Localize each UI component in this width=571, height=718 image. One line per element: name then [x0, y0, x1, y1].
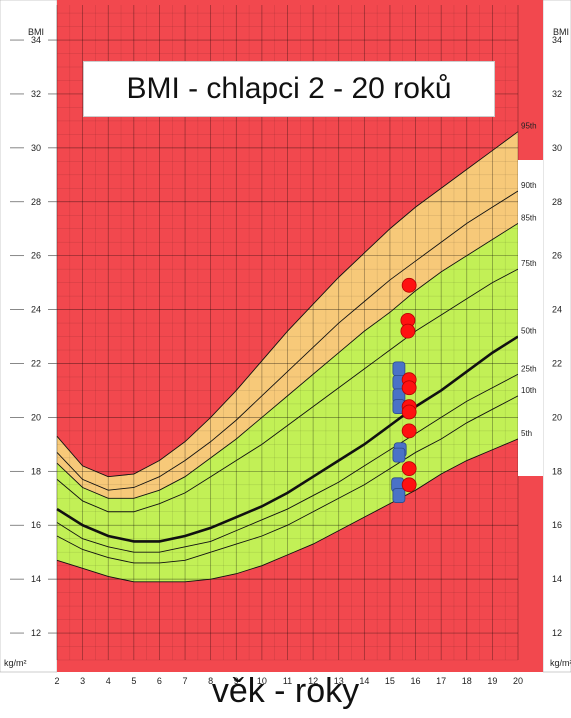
- y-tick-label-left: 24: [31, 305, 41, 315]
- x-axis-strip: [57, 672, 543, 682]
- red-data-point: [400, 323, 416, 339]
- y-tick-label-left: 20: [31, 412, 41, 422]
- percentile-label-85th: 85th: [521, 213, 537, 222]
- percentile-curve-85th: [56, 222, 519, 499]
- left-margin-strip: [0, 0, 58, 673]
- x-tick-label: 15: [385, 676, 395, 686]
- y-tick-label-left: 30: [31, 143, 41, 153]
- percentile-label-75th: 75th: [521, 259, 537, 268]
- red-data-point: [401, 423, 417, 439]
- percentile-label-5th: 5th: [521, 429, 532, 438]
- x-tick-label: 19: [487, 676, 497, 686]
- y-tick-label-right: 22: [552, 358, 562, 368]
- y-tick-label-left: 16: [31, 520, 41, 530]
- x-tick-label: 2: [54, 676, 59, 686]
- percentile-curve-10th: [56, 395, 519, 564]
- y-tick-label-right: 32: [552, 89, 562, 99]
- y-tick-label-left: 28: [31, 197, 41, 207]
- x-tick-label: 11: [283, 676, 292, 686]
- x-tick-label: 5: [131, 676, 136, 686]
- x-axis-title: věk - roky: [211, 672, 360, 710]
- y-axis-title-left: BMI: [28, 27, 44, 37]
- y-tick-label-right: 24: [552, 305, 562, 315]
- y-tick-label-left: 32: [31, 89, 41, 99]
- x-tick-label: 18: [462, 676, 472, 686]
- overweight-zone: [57, 131, 518, 499]
- y-tick-label-right: 28: [552, 197, 562, 207]
- percentile-curve-5th: [56, 438, 519, 583]
- x-tick-label: 4: [106, 676, 111, 686]
- y-tick-label-right: 30: [552, 143, 562, 153]
- x-tick-label: 7: [183, 676, 188, 686]
- x-axis-ticks: 2 3 4 5 6 7 8 9 10 11 12 13 14 15 16 17 18 19 20: [54, 672, 543, 686]
- right-margin-strip: [542, 0, 571, 673]
- x-tick-label: 14: [359, 676, 369, 686]
- y-axis-title-right: BMI: [553, 27, 569, 37]
- x-tick-label: 12: [308, 676, 318, 686]
- red-data-point: [401, 277, 417, 293]
- y-tick-label-left: 18: [31, 466, 41, 476]
- data-points: [391, 277, 417, 503]
- y-tick-label-left: 14: [31, 574, 41, 584]
- percentile-curve-25th: [56, 373, 519, 553]
- percentile-curve-95th: [56, 131, 519, 478]
- percentile-label-10th: 10th: [521, 386, 537, 395]
- y-tick-label-right: 34: [552, 35, 562, 45]
- unit-label-right: kg/m²: [550, 658, 571, 668]
- percentile-curve-90th: [56, 190, 519, 491]
- y-tick-label-right: 18: [552, 466, 562, 476]
- percentile-label-50th: 50th: [521, 327, 537, 336]
- blue-data-point: [392, 447, 406, 463]
- y-tick-label-right: 26: [552, 251, 562, 261]
- percentile-curve-50th: [56, 335, 519, 543]
- percentile-label-panel: [518, 160, 543, 476]
- x-tick-label: 17: [436, 676, 446, 686]
- percentile-curve-75th: [56, 268, 519, 513]
- y-tick-label-left: 34: [31, 35, 41, 45]
- x-tick-label: 16: [411, 676, 421, 686]
- x-tick-label: 6: [157, 676, 162, 686]
- red-data-point: [401, 380, 417, 396]
- percentile-label-25th: 25th: [521, 364, 537, 373]
- red-data-point: [401, 461, 417, 477]
- unit-label-left: kg/m²: [4, 658, 27, 668]
- grid: [56, 5, 519, 661]
- x-tick-label: 8: [208, 676, 213, 686]
- percentile-labels: 95th 90th 85th 75th 50th 25th 10th 5th: [518, 122, 543, 476]
- percentile-label-95th: 95th: [521, 122, 537, 131]
- x-tick-label: 10: [257, 676, 267, 686]
- x-tick-label: 13: [334, 676, 344, 686]
- y-tick-label-right: 12: [552, 628, 562, 638]
- percentile-curves: [56, 131, 519, 583]
- percentile-label-90th: 90th: [521, 181, 537, 190]
- blue-data-point: [392, 361, 406, 377]
- y-tick-label-left: 22: [31, 358, 41, 368]
- x-tick-label: 9: [234, 676, 239, 686]
- y-tick-label-left: 26: [31, 251, 41, 261]
- y-tick-label-left: 12: [31, 628, 41, 638]
- blue-data-point: [392, 488, 406, 503]
- y-tick-label-right: 14: [552, 574, 562, 584]
- red-data-point: [401, 404, 417, 420]
- red-data-point: [401, 477, 417, 493]
- x-tick-label: 20: [513, 676, 523, 686]
- chart-title-box: BMI - chlapci 2 - 20 roků: [83, 61, 495, 117]
- y-axis-ticks: 12 12 14 14 16 16 18 18 20 20 22 22 24 24 26 26 28 28 30 30…: [10, 35, 562, 638]
- x-tick-label: 3: [80, 676, 85, 686]
- y-tick-label-right: 16: [552, 520, 562, 530]
- chart-title: BMI - chlapci 2 - 20 roků: [126, 72, 452, 105]
- y-tick-label-right: 20: [552, 412, 562, 422]
